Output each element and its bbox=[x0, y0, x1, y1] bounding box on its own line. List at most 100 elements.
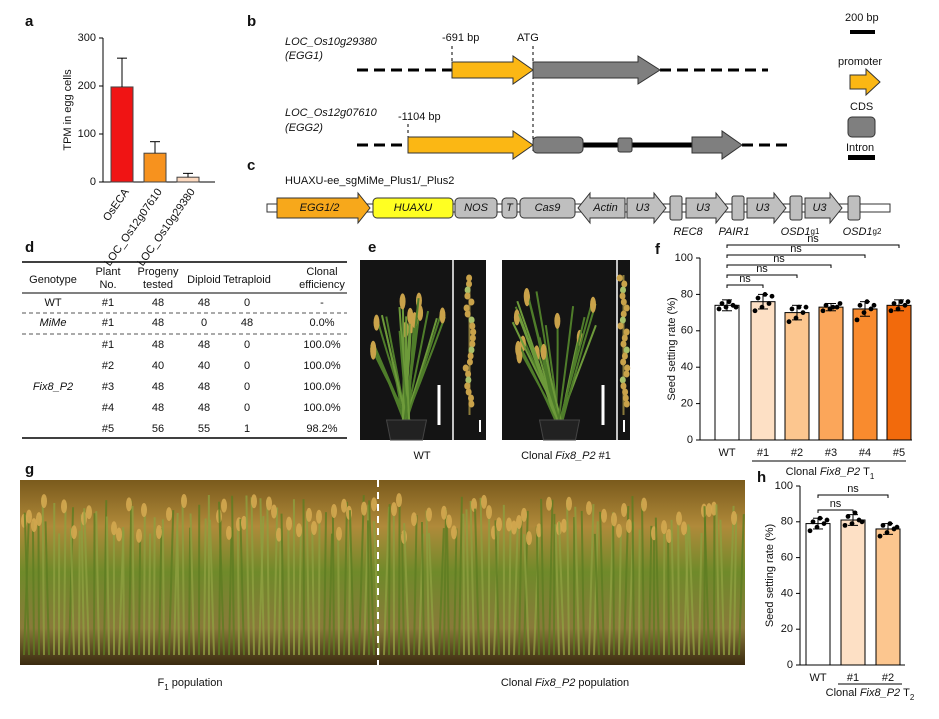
legend-label: Intron bbox=[846, 142, 874, 154]
stem bbox=[738, 514, 745, 656]
stem bbox=[83, 508, 90, 656]
promoter bbox=[407, 130, 534, 160]
text-part: T bbox=[863, 466, 870, 478]
stem bbox=[558, 521, 565, 656]
data-point bbox=[723, 304, 729, 310]
stem bbox=[683, 524, 690, 656]
bar bbox=[840, 519, 866, 666]
element-label: U3 bbox=[812, 202, 827, 214]
stem bbox=[93, 513, 96, 656]
stem bbox=[654, 517, 660, 656]
grain bbox=[620, 340, 627, 348]
panel-label: b bbox=[247, 13, 256, 30]
stem bbox=[218, 501, 225, 656]
panicle bbox=[554, 312, 561, 329]
stem bbox=[122, 527, 125, 656]
data-point bbox=[868, 306, 874, 312]
panicle bbox=[316, 509, 322, 524]
grain bbox=[462, 364, 469, 372]
panicle bbox=[391, 502, 397, 517]
stem bbox=[728, 505, 735, 656]
bar bbox=[714, 304, 740, 441]
panicle bbox=[136, 528, 142, 543]
panicle bbox=[417, 304, 424, 321]
data-point bbox=[769, 293, 775, 299]
panicle bbox=[286, 516, 292, 531]
grain bbox=[468, 346, 475, 354]
significance-label: ns bbox=[847, 483, 859, 495]
panicle bbox=[676, 511, 682, 526]
stem bbox=[37, 515, 40, 656]
element-label: EGG1/2 bbox=[300, 202, 340, 214]
panicle bbox=[523, 288, 530, 305]
grain bbox=[466, 358, 473, 366]
table-cell: 55 bbox=[198, 423, 210, 435]
y-tick-label: 300 bbox=[78, 32, 96, 44]
table-header: Progeny bbox=[138, 266, 179, 278]
table-header: Clonal bbox=[306, 266, 337, 278]
x-tick-label: #4 bbox=[859, 447, 871, 459]
stem bbox=[161, 519, 165, 656]
grain bbox=[624, 364, 631, 372]
table-cell: 0 bbox=[244, 360, 250, 372]
panicle bbox=[515, 340, 522, 357]
data-point bbox=[793, 315, 799, 321]
panicle bbox=[546, 496, 552, 511]
text-part: REC8 bbox=[673, 226, 703, 238]
panicle bbox=[141, 503, 147, 518]
stem bbox=[428, 532, 435, 656]
data-point bbox=[823, 302, 829, 308]
grain bbox=[463, 304, 470, 312]
data-point bbox=[755, 295, 761, 301]
data-point bbox=[837, 301, 843, 306]
construct-element bbox=[501, 197, 518, 219]
grain bbox=[619, 376, 626, 384]
grain bbox=[470, 328, 477, 336]
text-part: Fix8_P2 bbox=[555, 450, 595, 462]
stem bbox=[31, 521, 35, 656]
target-site bbox=[731, 195, 745, 221]
legend-label: CDS bbox=[850, 101, 873, 113]
grain bbox=[465, 376, 472, 384]
table-cell: 48 bbox=[198, 402, 210, 414]
grain bbox=[467, 352, 474, 360]
table-cell: 56 bbox=[152, 423, 164, 435]
leaf bbox=[405, 316, 411, 423]
stem bbox=[78, 530, 81, 656]
element-label: Actin bbox=[592, 202, 617, 214]
text-part: Fix8_P2 bbox=[860, 687, 900, 699]
stem bbox=[158, 528, 163, 656]
text-part: population bbox=[172, 677, 223, 689]
table-cell: 100.0% bbox=[303, 339, 341, 351]
panel-label: e bbox=[368, 239, 376, 256]
table-cell: #5 bbox=[102, 423, 114, 435]
grain bbox=[469, 334, 476, 342]
x-tick-label: WT bbox=[809, 672, 826, 684]
panicle bbox=[611, 512, 617, 527]
panicle bbox=[536, 523, 542, 538]
stem bbox=[398, 496, 401, 656]
panicle bbox=[26, 509, 32, 524]
table-cell: 1 bbox=[244, 423, 250, 435]
stem bbox=[413, 515, 418, 656]
data-point bbox=[821, 521, 827, 526]
element-label: T bbox=[506, 202, 514, 214]
panicle bbox=[451, 525, 457, 540]
leaf bbox=[518, 313, 558, 423]
grain bbox=[465, 370, 472, 378]
data-point bbox=[726, 299, 732, 305]
pot bbox=[538, 419, 581, 441]
stem bbox=[337, 529, 340, 656]
stem bbox=[535, 526, 540, 656]
plant-photos: e WT Clonal Fix8_P2 #1 bbox=[360, 239, 631, 462]
stem bbox=[638, 529, 641, 656]
stem bbox=[348, 510, 355, 656]
table-header: tested bbox=[143, 279, 173, 291]
panicle bbox=[156, 525, 162, 540]
data-point bbox=[902, 302, 908, 308]
stem bbox=[23, 512, 30, 656]
x-tick-label: WT bbox=[718, 447, 735, 459]
construct-element bbox=[746, 191, 787, 225]
panicle bbox=[516, 515, 522, 530]
